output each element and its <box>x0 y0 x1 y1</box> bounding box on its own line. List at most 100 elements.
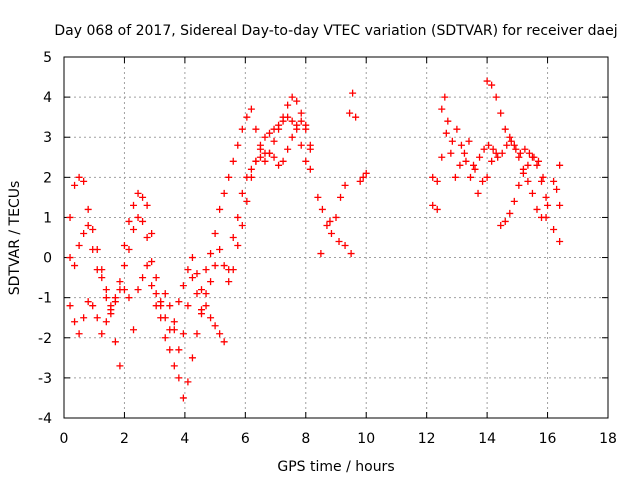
data-point-plus <box>462 157 470 165</box>
data-point-plus <box>102 294 110 302</box>
data-point-plus <box>317 250 325 258</box>
data-point-plus <box>528 189 536 197</box>
data-point-plus <box>238 221 246 229</box>
data-point-plus <box>337 193 345 201</box>
data-point-plus <box>460 149 468 157</box>
data-point-plus <box>501 125 509 133</box>
data-point-plus <box>485 141 493 149</box>
data-point-plus <box>170 326 178 334</box>
data-point-plus <box>89 225 97 233</box>
data-point-plus <box>161 290 169 298</box>
data-point-plus <box>188 254 196 262</box>
data-point-plus <box>510 141 518 149</box>
data-point-plus <box>359 173 367 181</box>
x-tick-label: 8 <box>301 431 310 447</box>
data-point-plus <box>429 201 437 209</box>
data-point-plus <box>284 145 292 153</box>
x-tick-label: 18 <box>599 431 617 447</box>
y-tick-label: 0 <box>43 251 52 267</box>
data-point-plus <box>225 173 233 181</box>
data-point-plus <box>93 314 101 322</box>
x-tick-label: 14 <box>478 431 496 447</box>
data-point-plus <box>93 246 101 254</box>
data-point-plus <box>75 330 83 338</box>
data-point-plus <box>528 153 536 161</box>
data-point-plus <box>116 278 124 286</box>
data-point-plus <box>148 229 156 237</box>
data-point-plus <box>501 217 509 225</box>
data-point-plus <box>284 113 292 121</box>
data-point-plus <box>524 161 532 169</box>
data-point-plus <box>152 302 160 310</box>
data-point-plus <box>488 157 496 165</box>
data-point-plus <box>225 278 233 286</box>
data-point-plus <box>247 165 255 173</box>
data-point-plus <box>80 229 88 237</box>
data-point-plus <box>75 242 83 250</box>
data-point-plus <box>111 338 119 346</box>
data-point-plus <box>556 201 564 209</box>
data-point-plus <box>166 302 174 310</box>
data-point-plus <box>471 165 479 173</box>
data-point-plus <box>521 145 529 153</box>
data-point-plus <box>544 201 552 209</box>
data-point-plus <box>66 254 74 262</box>
data-point-plus <box>465 137 473 145</box>
data-point-plus <box>84 205 92 213</box>
data-point-plus <box>302 157 310 165</box>
data-point-plus <box>270 137 278 145</box>
data-point-plus <box>506 209 514 217</box>
data-point-plus <box>130 201 138 209</box>
data-point-plus <box>193 290 201 298</box>
data-point-plus <box>116 362 124 370</box>
series-trace-b <box>66 113 314 402</box>
data-point-plus <box>453 125 461 133</box>
y-tick-label: -4 <box>38 411 52 427</box>
data-point-plus <box>538 177 546 185</box>
data-point-plus <box>341 181 349 189</box>
data-point-plus <box>261 133 269 141</box>
data-point-plus <box>442 129 450 137</box>
data-point-plus <box>71 318 79 326</box>
data-point-plus <box>438 105 446 113</box>
y-tick-label: 3 <box>43 130 52 146</box>
data-point-plus <box>66 213 74 221</box>
data-point-plus <box>252 157 260 165</box>
y-tick-label: 5 <box>43 50 52 66</box>
series-trace-f <box>429 77 564 233</box>
data-point-plus <box>166 346 174 354</box>
data-point-plus <box>130 326 138 334</box>
data-point-plus <box>193 270 201 278</box>
data-point-plus <box>175 374 183 382</box>
data-point-plus <box>279 157 287 165</box>
data-point-plus <box>297 141 305 149</box>
data-point-plus <box>494 153 502 161</box>
data-point-plus <box>116 286 124 294</box>
data-point-plus <box>188 354 196 362</box>
data-point-plus <box>519 169 527 177</box>
y-tick-label: 2 <box>43 170 52 186</box>
data-point-plus <box>71 262 79 270</box>
data-point-plus <box>211 322 219 330</box>
data-point-plus <box>80 314 88 322</box>
data-point-plus <box>497 109 505 117</box>
data-point-plus <box>332 213 340 221</box>
data-point-plus <box>474 189 482 197</box>
data-point-plus <box>229 234 237 241</box>
data-point-plus <box>179 282 187 290</box>
data-point-plus <box>507 137 515 145</box>
y-tick-label: -3 <box>38 371 52 387</box>
data-point-plus <box>202 290 210 298</box>
data-point-plus <box>139 274 147 282</box>
data-point-plus <box>352 113 360 121</box>
data-point-plus <box>279 117 287 125</box>
data-point-plus <box>444 117 452 125</box>
data-point-plus <box>66 302 74 310</box>
x-axis-label: GPS time / hours <box>277 459 394 475</box>
data-point-plus <box>143 262 151 270</box>
data-point-plus <box>497 221 505 229</box>
data-point-plus <box>152 274 160 282</box>
data-point-plus <box>349 89 357 97</box>
data-point-plus <box>157 298 165 306</box>
